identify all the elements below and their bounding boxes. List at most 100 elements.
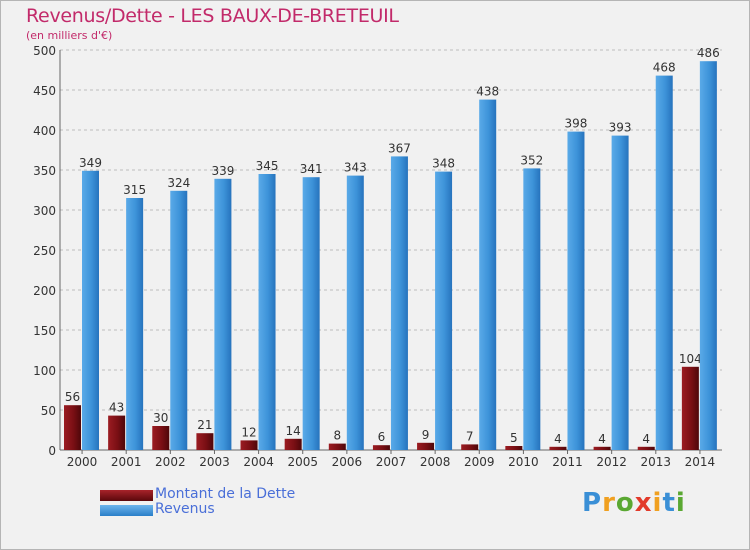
- x-tick-label: 2006: [332, 455, 363, 469]
- data-label-revenue: 393: [609, 121, 632, 135]
- bar-revenue: [655, 75, 673, 450]
- bar-debt: [637, 446, 655, 450]
- y-tick-label: 100: [33, 364, 56, 378]
- data-label-debt: 4: [598, 432, 606, 446]
- data-label-revenue: 398: [565, 117, 588, 131]
- data-label-revenue: 352: [520, 153, 543, 167]
- data-label-revenue: 486: [697, 46, 720, 60]
- y-tick-label: 500: [33, 44, 56, 58]
- x-tick-label: 2009: [464, 455, 495, 469]
- bar-revenue: [258, 174, 276, 450]
- data-label-debt: 14: [286, 424, 301, 438]
- bar-revenue: [302, 177, 320, 450]
- data-label-revenue: 341: [300, 162, 323, 176]
- x-tick-label: 2002: [155, 455, 186, 469]
- bar-revenue: [699, 61, 717, 450]
- bar-debt: [417, 442, 435, 450]
- y-tick-label: 450: [33, 84, 56, 98]
- bar-revenue: [214, 178, 232, 451]
- x-tick-label: 2003: [199, 455, 230, 469]
- bar-revenue: [523, 168, 541, 450]
- data-label-debt: 30: [153, 411, 168, 425]
- x-tick-label: 2012: [596, 455, 627, 469]
- legend-swatch-revenue: [100, 505, 153, 516]
- bar-debt: [549, 446, 567, 450]
- data-label-revenue: 348: [432, 157, 455, 171]
- data-label-revenue: 367: [388, 141, 411, 155]
- data-label-debt: 43: [109, 401, 124, 415]
- logo-letter: r: [602, 488, 616, 518]
- bar-debt: [108, 415, 126, 450]
- bar-debt: [284, 438, 302, 450]
- data-label-debt: 5: [510, 431, 518, 445]
- x-tick-label: 2001: [111, 455, 142, 469]
- data-label-debt: 9: [422, 428, 430, 442]
- logo-letter: t: [662, 488, 676, 518]
- bar-revenue: [611, 135, 629, 450]
- bar-debt: [196, 433, 214, 450]
- y-tick-label: 400: [33, 124, 56, 138]
- logo-letter: o: [615, 488, 635, 518]
- x-tick-label: 2010: [508, 455, 539, 469]
- legend-swatch-debt: [100, 490, 153, 501]
- data-label-debt: 4: [554, 432, 562, 446]
- logo-letter: i: [675, 488, 686, 518]
- data-label-debt: 4: [642, 432, 650, 446]
- bar-revenue: [479, 99, 497, 450]
- bar-revenue: [346, 175, 364, 450]
- x-tick-label: 2004: [243, 455, 274, 469]
- data-label-revenue: 339: [211, 164, 234, 178]
- data-label-debt: 6: [378, 430, 386, 444]
- x-tick-label: 2014: [685, 455, 716, 469]
- data-label-revenue: 315: [123, 183, 146, 197]
- x-tick-label: 2011: [552, 455, 583, 469]
- bar-revenue: [435, 171, 453, 450]
- bar-debt: [461, 444, 479, 450]
- x-tick-label: 2000: [67, 455, 98, 469]
- bar-revenue: [390, 156, 408, 450]
- y-tick-label: 350: [33, 164, 56, 178]
- legend-label-debt: Montant de la Dette: [155, 486, 296, 502]
- bar-debt: [372, 445, 390, 450]
- logo-letter: x: [634, 488, 653, 518]
- data-label-revenue: 349: [79, 156, 102, 170]
- bar-debt: [328, 443, 346, 450]
- legend-label-revenue: Revenus: [155, 501, 215, 517]
- y-tick-label: 50: [41, 404, 56, 418]
- proxiti-logo: Proxiti: [582, 488, 686, 518]
- logo-letter: i: [652, 488, 663, 518]
- y-tick-label: 200: [33, 284, 56, 298]
- bar-debt: [152, 426, 170, 450]
- bar-revenue: [126, 198, 144, 450]
- logo-letter: P: [582, 488, 603, 518]
- data-label-debt: 21: [197, 418, 212, 432]
- x-tick-label: 2005: [287, 455, 318, 469]
- chart-subtitle: (en milliers d'€): [26, 29, 113, 42]
- bar-debt: [64, 405, 81, 450]
- y-tick-label: 250: [33, 244, 56, 258]
- data-label-revenue: 468: [653, 61, 676, 75]
- chart-title: Revenus/Dette - LES BAUX-DE-BRETEUIL: [26, 5, 399, 27]
- y-tick-label: 300: [33, 204, 56, 218]
- bar-debt: [240, 440, 258, 450]
- x-tick-label: 2008: [420, 455, 451, 469]
- x-tick-label: 2013: [641, 455, 672, 469]
- data-label-debt: 12: [241, 425, 256, 439]
- bar-debt: [593, 446, 611, 450]
- data-label-debt: 7: [466, 429, 474, 443]
- data-label-debt: 104: [679, 352, 702, 366]
- data-label-revenue: 345: [256, 159, 279, 173]
- y-tick-label: 0: [48, 444, 56, 458]
- bar-revenue: [170, 190, 188, 451]
- bar-debt: [681, 366, 699, 450]
- data-label-revenue: 343: [344, 161, 367, 175]
- x-tick-label: 2007: [376, 455, 407, 469]
- y-tick-label: 150: [33, 324, 56, 338]
- data-label-debt: 8: [333, 429, 341, 443]
- data-label-debt: 56: [65, 390, 80, 404]
- bar-revenue: [82, 170, 99, 451]
- bar-debt: [505, 446, 523, 450]
- data-label-revenue: 324: [167, 176, 190, 190]
- bar-revenue: [567, 131, 585, 450]
